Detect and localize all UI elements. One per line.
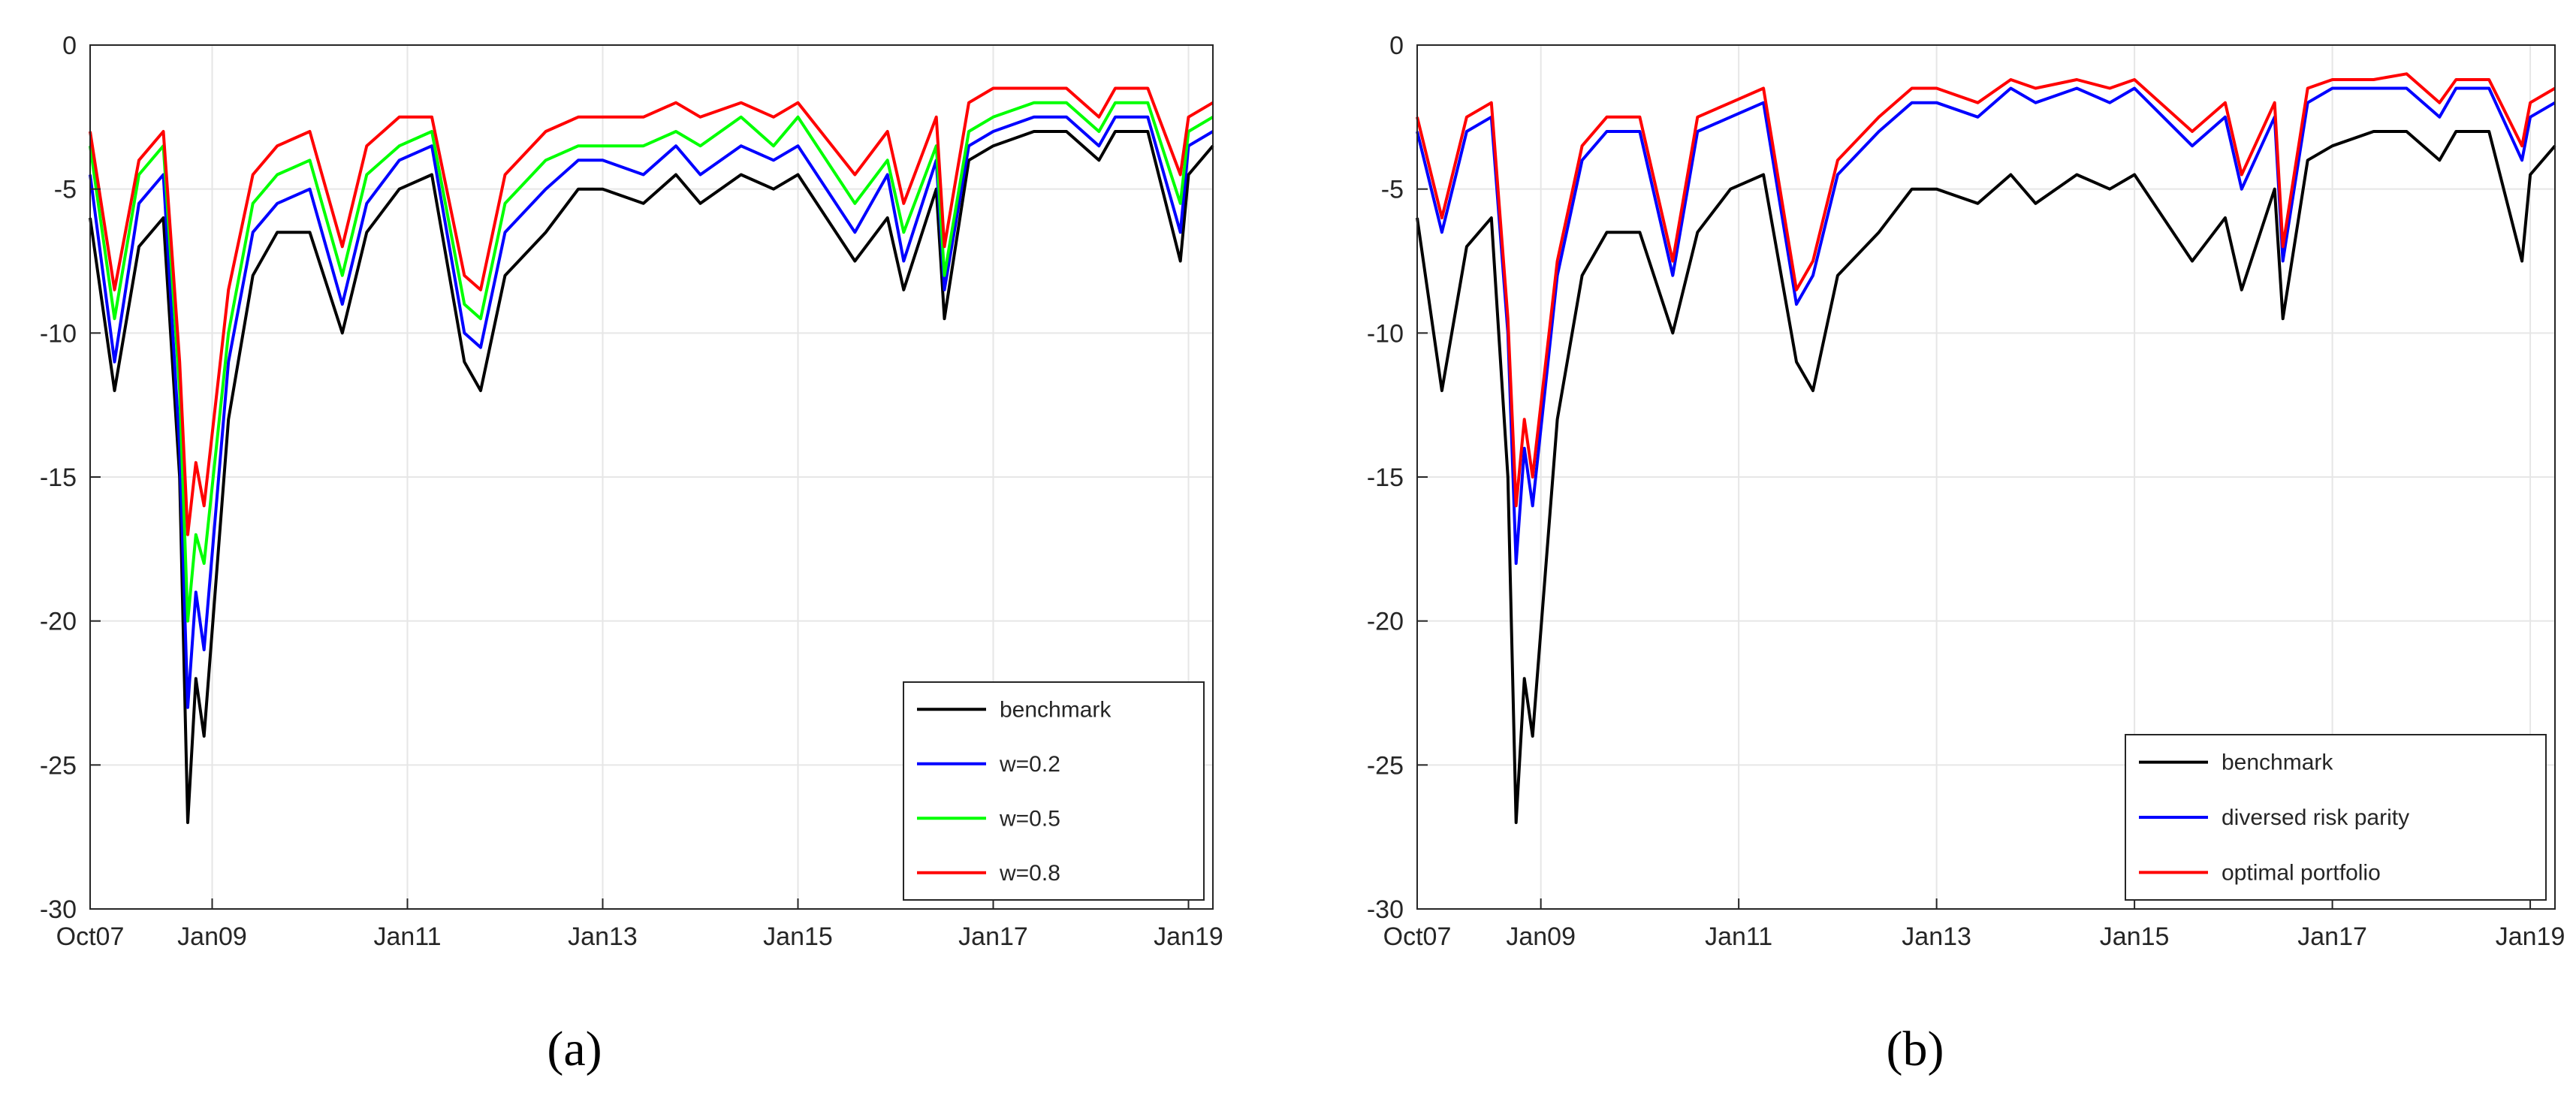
legend-label: w=0.2 [999,752,1060,777]
y-tick-label: -10 [40,319,77,348]
y-tick-label: -5 [54,176,77,204]
y-tick-label: -15 [1367,463,1404,492]
series-line-w-0-2 [89,115,1214,709]
y-tick-label: -15 [40,463,77,492]
legend-label: w=0.5 [999,806,1060,831]
y-tick-label: -25 [40,751,77,780]
series-line-w-0-5 [89,101,1214,623]
y-tick-label: -5 [1381,176,1404,204]
legend-label: optimal portfolio [2222,860,2381,885]
series-line-diversed-risk-parity [1416,86,2556,565]
legend [903,681,1205,901]
x-tick-label: Jan17 [958,922,1028,951]
x-tick-label: Jan15 [2100,922,2170,951]
x-tick-label: Jan11 [373,922,441,951]
x-tick-label: Jan13 [568,922,638,951]
series-line-w-0-8 [89,86,1214,536]
y-tick-label: -30 [1367,895,1404,924]
legend-label: benchmark [2222,750,2333,775]
legend-label: diversed risk parity [2222,805,2409,830]
panel-label: (a) [547,1022,602,1076]
x-tick-label: Jan13 [1902,922,1971,951]
x-tick-label: Jan19 [2496,922,2565,951]
x-tick-label: Jan15 [763,922,833,951]
series-line-benchmark [1416,130,2556,824]
legend-label: w=0.8 [999,861,1060,886]
series-line-benchmark [89,130,1214,824]
y-tick-label: 0 [62,32,77,60]
y-tick-label: -20 [1367,608,1404,636]
series-line-optimal-portfolio [1416,72,2556,508]
x-tick-label: Oct07 [1383,922,1452,951]
y-tick-label: -30 [40,895,77,924]
x-tick-label: Jan17 [2297,922,2367,951]
legend-label: benchmark [1000,697,1112,722]
y-tick-label: -20 [40,608,77,636]
x-tick-label: Jan11 [1705,922,1772,951]
panel-label: (b) [1887,1022,1944,1076]
x-tick-label: Oct07 [56,922,125,951]
x-tick-label: Jan09 [1506,922,1576,951]
y-tick-label: 0 [1389,32,1404,60]
y-tick-label: -25 [1367,751,1404,780]
x-tick-label: Jan09 [177,922,247,951]
x-tick-label: Jan19 [1154,922,1223,951]
y-tick-label: -10 [1367,319,1404,348]
